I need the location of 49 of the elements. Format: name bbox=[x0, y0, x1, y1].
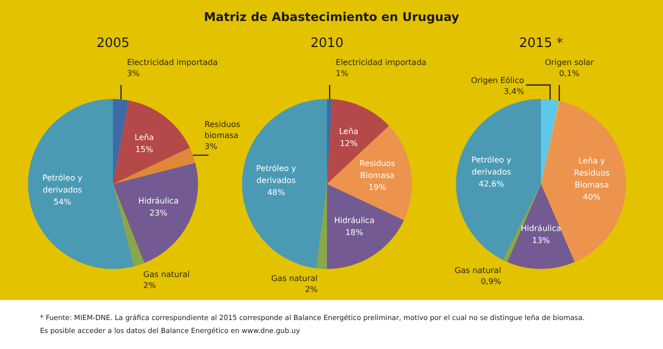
data-label: 1% bbox=[336, 69, 349, 78]
slice-label: Petróleo y derivados bbox=[256, 164, 296, 185]
chart-title: 2015 * bbox=[518, 36, 564, 52]
data-label: 48% bbox=[267, 188, 286, 197]
pie-slice bbox=[507, 184, 575, 269]
pie-slice bbox=[28, 99, 134, 269]
data-label: 13% bbox=[532, 236, 550, 246]
data-label: 54% bbox=[54, 198, 72, 207]
slice-label: Residuos Biomasa bbox=[360, 159, 396, 180]
pie-slice bbox=[242, 99, 327, 268]
pie-slice bbox=[327, 184, 404, 269]
pie-slice bbox=[113, 162, 198, 264]
chart-title: 2010 bbox=[309, 36, 345, 52]
data-label: 40% bbox=[582, 192, 602, 202]
chart-title: 2005 bbox=[95, 36, 131, 52]
data-label: 15% bbox=[135, 144, 154, 154]
data-label: 18% bbox=[345, 228, 364, 238]
slice-label: Leña bbox=[134, 132, 154, 142]
slice-label: Petróleo y derivados bbox=[471, 155, 512, 176]
data-label: 2% bbox=[143, 280, 156, 290]
pie-slice bbox=[113, 148, 196, 184]
slice-label: Residuos biomasa bbox=[204, 120, 240, 140]
slice-label: Leña bbox=[339, 127, 358, 136]
data-label: 23% bbox=[150, 208, 168, 218]
slice-label: Hidráulica bbox=[520, 224, 562, 234]
slice-label: Hidráulica bbox=[138, 196, 179, 206]
pie-slice bbox=[113, 100, 190, 184]
data-label: 42,6% bbox=[478, 179, 504, 188]
slice-label: Gas natural bbox=[454, 266, 502, 276]
data-label: 19% bbox=[368, 183, 387, 192]
data-label: 0,9% bbox=[480, 277, 502, 286]
slice-label: Origen solar bbox=[544, 58, 594, 67]
slice-label: Gas natural bbox=[271, 274, 318, 283]
data-label: 2% bbox=[304, 284, 318, 294]
pie-slice bbox=[316, 184, 327, 269]
data-label: 0,1% bbox=[559, 69, 580, 78]
slice-label: Petróleo y derivados bbox=[42, 174, 83, 195]
slice-label: Electricidad importada bbox=[336, 58, 427, 67]
data-label: 3% bbox=[127, 69, 140, 78]
text: Matriz de Abastecimiento en Uruguay bbox=[202, 10, 460, 24]
slice-label: Gas natural bbox=[143, 270, 190, 279]
slice-label: Leña y Residuos Biomasa bbox=[574, 156, 610, 190]
data-label: 3,4% bbox=[504, 87, 524, 96]
data-label: 3% bbox=[204, 142, 218, 152]
data-label: 12% bbox=[340, 139, 358, 148]
slice-label: Origen Eólico bbox=[470, 76, 524, 85]
slice-label: Electricidad importada bbox=[127, 58, 218, 67]
slice-label: Hidráulica bbox=[334, 216, 375, 226]
pie-slice bbox=[113, 99, 129, 184]
